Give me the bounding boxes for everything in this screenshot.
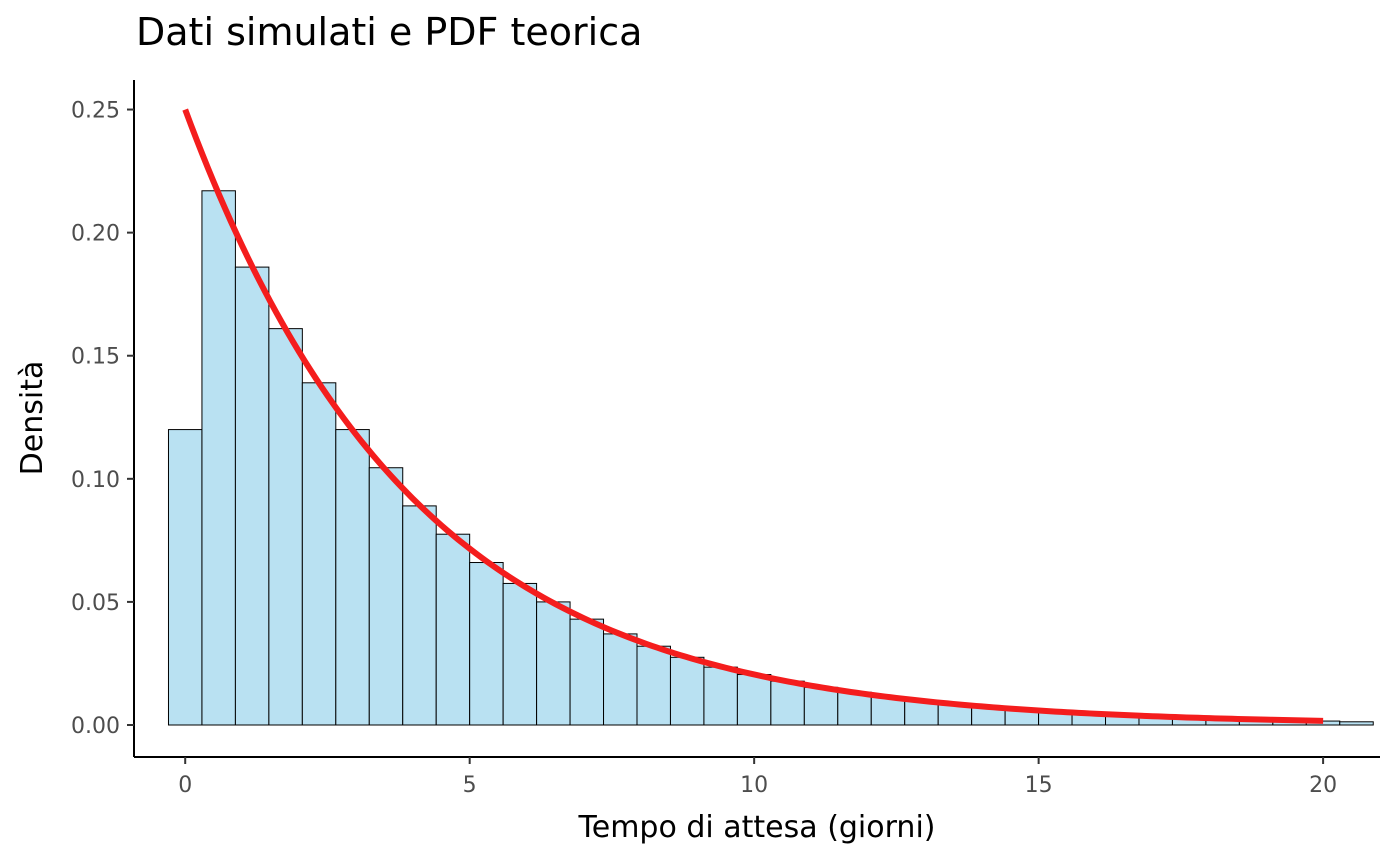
histogram-bar — [736, 674, 772, 726]
x-tick-label: 5 — [463, 773, 477, 798]
histogram-bar — [402, 505, 437, 726]
x-axis-title: Tempo di attesa (giorni) — [578, 810, 936, 845]
histogram-bar — [167, 429, 203, 726]
histogram-bar — [569, 618, 605, 726]
histogram-bar — [435, 533, 471, 726]
histogram-bar — [234, 266, 270, 726]
chart-title: Dati simulati e PDF teorica — [136, 10, 643, 54]
pdf-curve-line — [182, 108, 1324, 724]
histogram-bar — [469, 562, 504, 726]
histogram-bar — [770, 680, 805, 726]
y-axis-title: Densità — [15, 361, 50, 476]
x-tick-label: 15 — [1025, 773, 1053, 798]
y-tick-label: 0.10 — [71, 468, 120, 493]
histogram-bar — [502, 582, 538, 726]
x-tick-label: 0 — [178, 773, 192, 798]
x-axis-ticks: 0 5 10 15 20 — [178, 757, 1337, 798]
x-tick-label: 10 — [740, 773, 768, 798]
histogram-bar — [837, 691, 872, 726]
y-tick-label: 0.20 — [71, 222, 120, 247]
y-tick-label: 0.00 — [71, 714, 120, 739]
y-tick-label: 0.25 — [71, 99, 120, 124]
histogram-bar — [335, 429, 370, 726]
histogram-bar — [669, 656, 705, 726]
histogram-bars — [167, 190, 1374, 726]
histogram-bar — [201, 190, 236, 726]
y-tick-label: 0.15 — [71, 345, 120, 370]
histogram-bar — [301, 382, 337, 726]
y-axis-ticks: 0.00 0.05 0.10 0.15 0.20 0.25 — [71, 99, 134, 739]
y-tick-label: 0.05 — [71, 591, 120, 616]
histogram-bar — [536, 601, 571, 726]
histogram-bar — [636, 645, 671, 726]
histogram-bar — [703, 666, 738, 726]
histogram-bar — [603, 633, 638, 726]
histogram-bar — [268, 328, 303, 726]
histogram-bar — [803, 686, 839, 726]
histogram-bar — [368, 467, 404, 726]
histogram-bar — [870, 696, 906, 726]
x-tick-label: 20 — [1309, 773, 1337, 798]
histogram-bar — [1339, 721, 1374, 726]
